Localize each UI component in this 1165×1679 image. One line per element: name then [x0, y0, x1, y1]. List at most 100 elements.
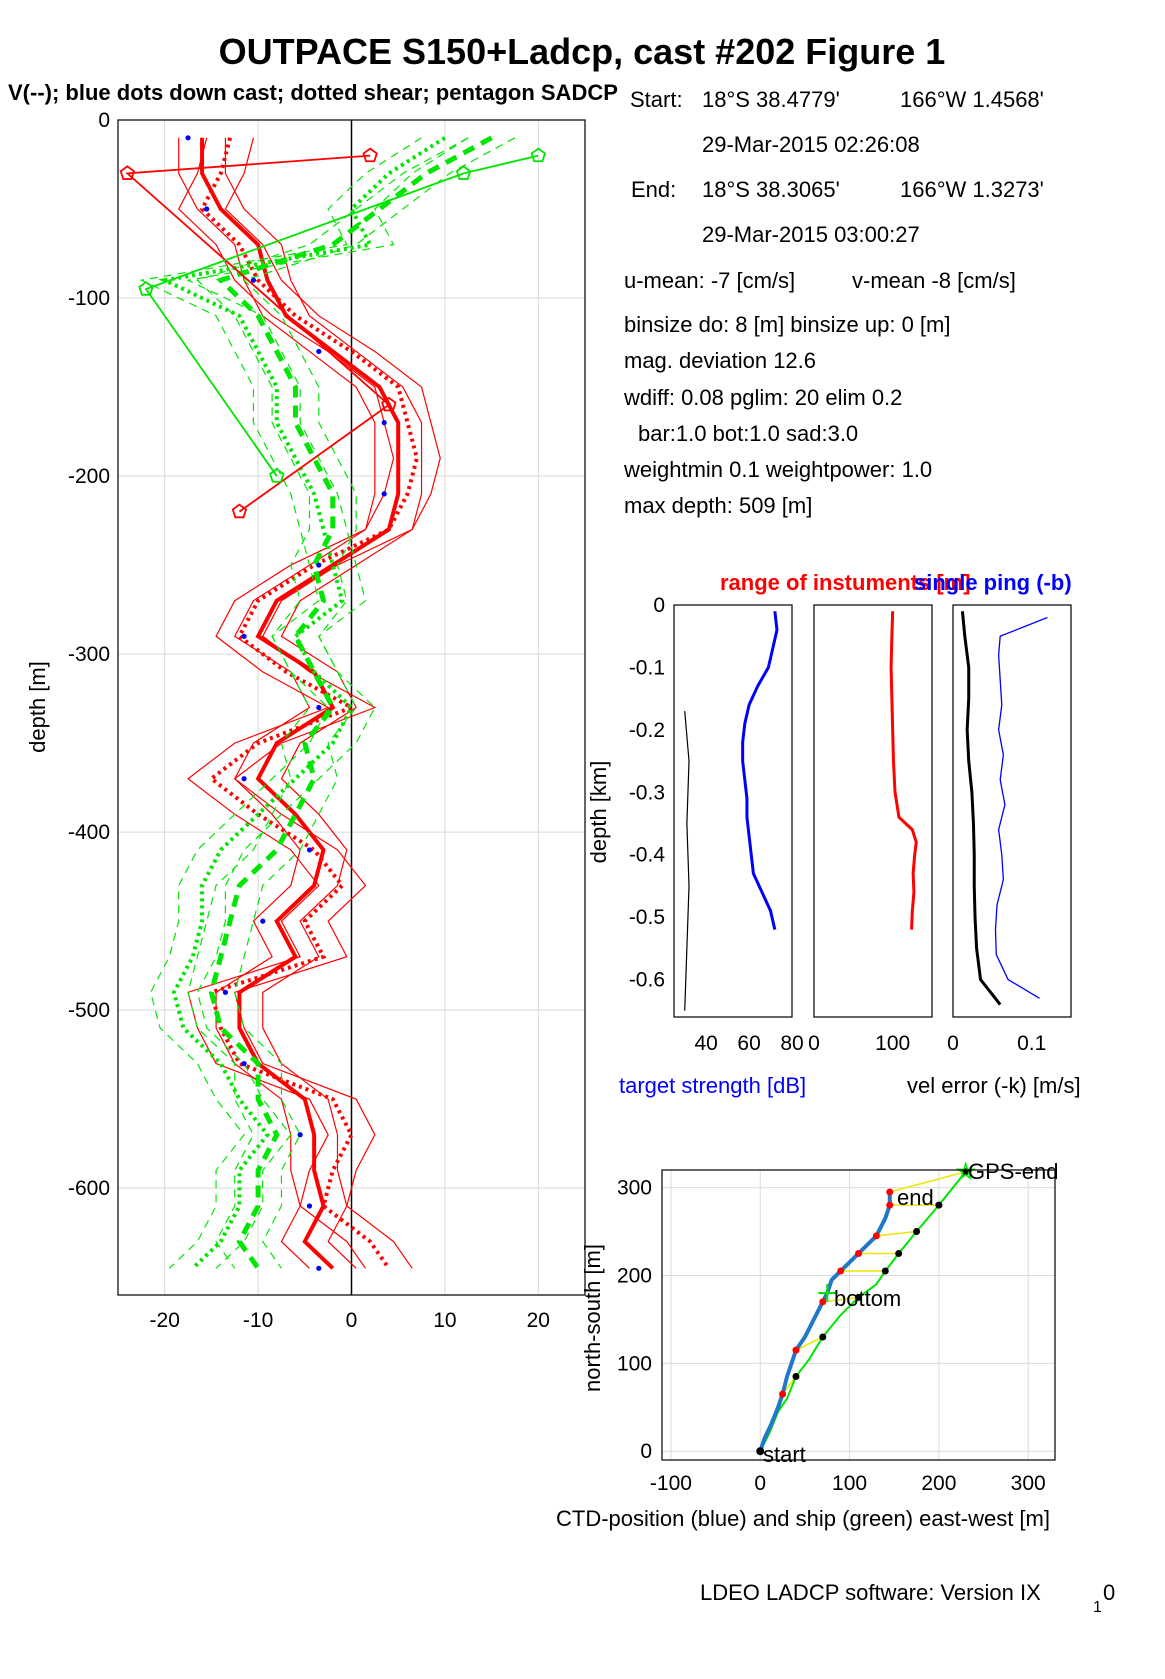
ship-marker [881, 1267, 889, 1275]
downcast-dot [222, 989, 229, 995]
connector-line [795, 1336, 824, 1351]
range-panel [813, 604, 933, 1018]
panel-y-tick-label: -0.2 [629, 719, 665, 742]
pos-x-tick-label: -100 [650, 1472, 692, 1495]
depth-km-label: depth [km] [586, 761, 611, 864]
sadcp-pentagon-marker [381, 396, 397, 412]
end-time: 29-Mar-2015 03:00:27 [702, 222, 920, 247]
ship-marker [819, 1333, 827, 1341]
y-tick-label: -600 [68, 1177, 110, 1200]
wdiff: wdiff: 0.08 pglim: 20 elim 0.2 [623, 385, 902, 410]
end-label: End: [631, 177, 676, 202]
profile-line-thin [234, 137, 516, 1269]
sadcp-pentagon-marker [530, 147, 547, 163]
panel-line [741, 611, 779, 930]
profile-line-thin [187, 137, 469, 1269]
ship-track [759, 1171, 967, 1452]
vel-error-panel [952, 604, 1072, 1018]
annotation-bottom: bottom [834, 1286, 901, 1311]
y-tick-label: -300 [68, 643, 110, 666]
downcast-dot [316, 348, 322, 355]
profile-line [158, 136, 446, 1270]
ctd-marker [855, 1249, 862, 1257]
sadcp-pentagon-marker [362, 147, 378, 163]
panel-y-tick-label: -0.6 [629, 969, 665, 992]
ctd-marker [779, 1390, 787, 1398]
connector-line [822, 1296, 859, 1303]
downcast-dot [316, 704, 322, 711]
panel-line [960, 611, 1002, 1006]
panel-x-tick-label: 0.1 [1017, 1032, 1046, 1055]
end-lon: 166°W 1.3273' [900, 177, 1044, 202]
ctd-marker [872, 1232, 880, 1240]
x-tick-label: -10 [243, 1309, 273, 1332]
panel-y-tick-label: -0.3 [629, 781, 665, 804]
start-label: Start: [630, 87, 683, 112]
position-series [662, 1161, 1055, 1460]
profile-line-thin [178, 137, 376, 1269]
downcast-dot [316, 562, 322, 568]
ctd-marker [886, 1188, 894, 1196]
version-tail: 0 [1103, 1580, 1115, 1605]
start-time: 29-Mar-2015 02:26:08 [702, 132, 920, 157]
downcast-dot [306, 1203, 313, 1209]
downcast-dot [241, 776, 247, 782]
y-tick-label: -500 [68, 999, 110, 1022]
annotation-gps-end: GPS-end [968, 1159, 1059, 1184]
panel-x-tick-label: 0 [947, 1032, 959, 1055]
pos-y-tick-label: 300 [617, 1177, 652, 1200]
panel-y-tick-label: 0 [653, 594, 665, 617]
downcast-dot [185, 135, 191, 141]
x-tick-label: -20 [150, 1309, 180, 1332]
profile-line-thin [186, 137, 469, 1269]
connector-line [889, 1171, 966, 1193]
y-tick-label: 0 [98, 109, 110, 132]
ship-marker [895, 1249, 903, 1257]
x-tick-label: 0 [346, 1309, 358, 1332]
target-strength-series [684, 611, 779, 1011]
binsize: binsize do: 8 [m] binsize up: 0 [m] [624, 312, 951, 337]
panel-x-tick-label: 80 [780, 1032, 803, 1055]
profile-line-thin [177, 137, 395, 1269]
sadcp-line [144, 154, 539, 477]
sadcp-pentagon-marker [138, 281, 154, 296]
annotation-end: end [897, 1185, 934, 1210]
pos-x-tick-label: 300 [1011, 1472, 1046, 1495]
panel-line [684, 711, 690, 1011]
downcast-dot [316, 1265, 322, 1271]
y-tick-label: -400 [68, 821, 110, 844]
profile-line-thin [139, 137, 422, 1269]
ship-marker [792, 1373, 800, 1381]
v-mean: v-mean -8 [cm/s] [852, 268, 1016, 293]
position-y-label: north-south [m] [580, 1244, 605, 1392]
position-x-label: CTD-position (blue) and ship (green) eas… [556, 1506, 1050, 1531]
pos-x-tick-label: 200 [921, 1472, 956, 1495]
ctd-marker [886, 1201, 894, 1209]
gps-end-marker [955, 1161, 976, 1181]
version-subscript: 1 [1093, 1599, 1102, 1616]
downcast-dot [241, 1060, 247, 1067]
bar-weights: bar:1.0 bot:1.0 sad:3.0 [638, 421, 858, 446]
connector-line [876, 1230, 917, 1237]
start-lon: 166°W 1.4568' [900, 87, 1044, 112]
figure-subtitle: V(--); blue dots down cast; dotted shear… [8, 80, 618, 105]
pos-y-tick-label: 200 [617, 1264, 652, 1287]
ship-marker [935, 1201, 943, 1209]
single-ping-title: single ping (-b) [914, 570, 1072, 595]
downcast-dot [204, 206, 210, 212]
sadcp-pentagon-marker [269, 467, 285, 483]
vel-error-series [960, 611, 1048, 1006]
sadcp-pentagon-marker [231, 503, 248, 519]
mag-deviation: mag. deviation 12.6 [624, 348, 816, 373]
velocity-y-label: depth [m] [25, 661, 50, 753]
panel-y-tick-label: -0.4 [629, 844, 666, 867]
pos-y-tick-label: 100 [617, 1352, 652, 1375]
ship-marker [913, 1228, 921, 1236]
ctd-marker [837, 1267, 845, 1275]
y-tick-label: -200 [68, 465, 110, 488]
profile-line-thin [224, 137, 423, 1269]
downcast-dot [250, 277, 257, 283]
x-tick-label: 20 [527, 1309, 550, 1332]
downcast-dot [260, 918, 266, 924]
